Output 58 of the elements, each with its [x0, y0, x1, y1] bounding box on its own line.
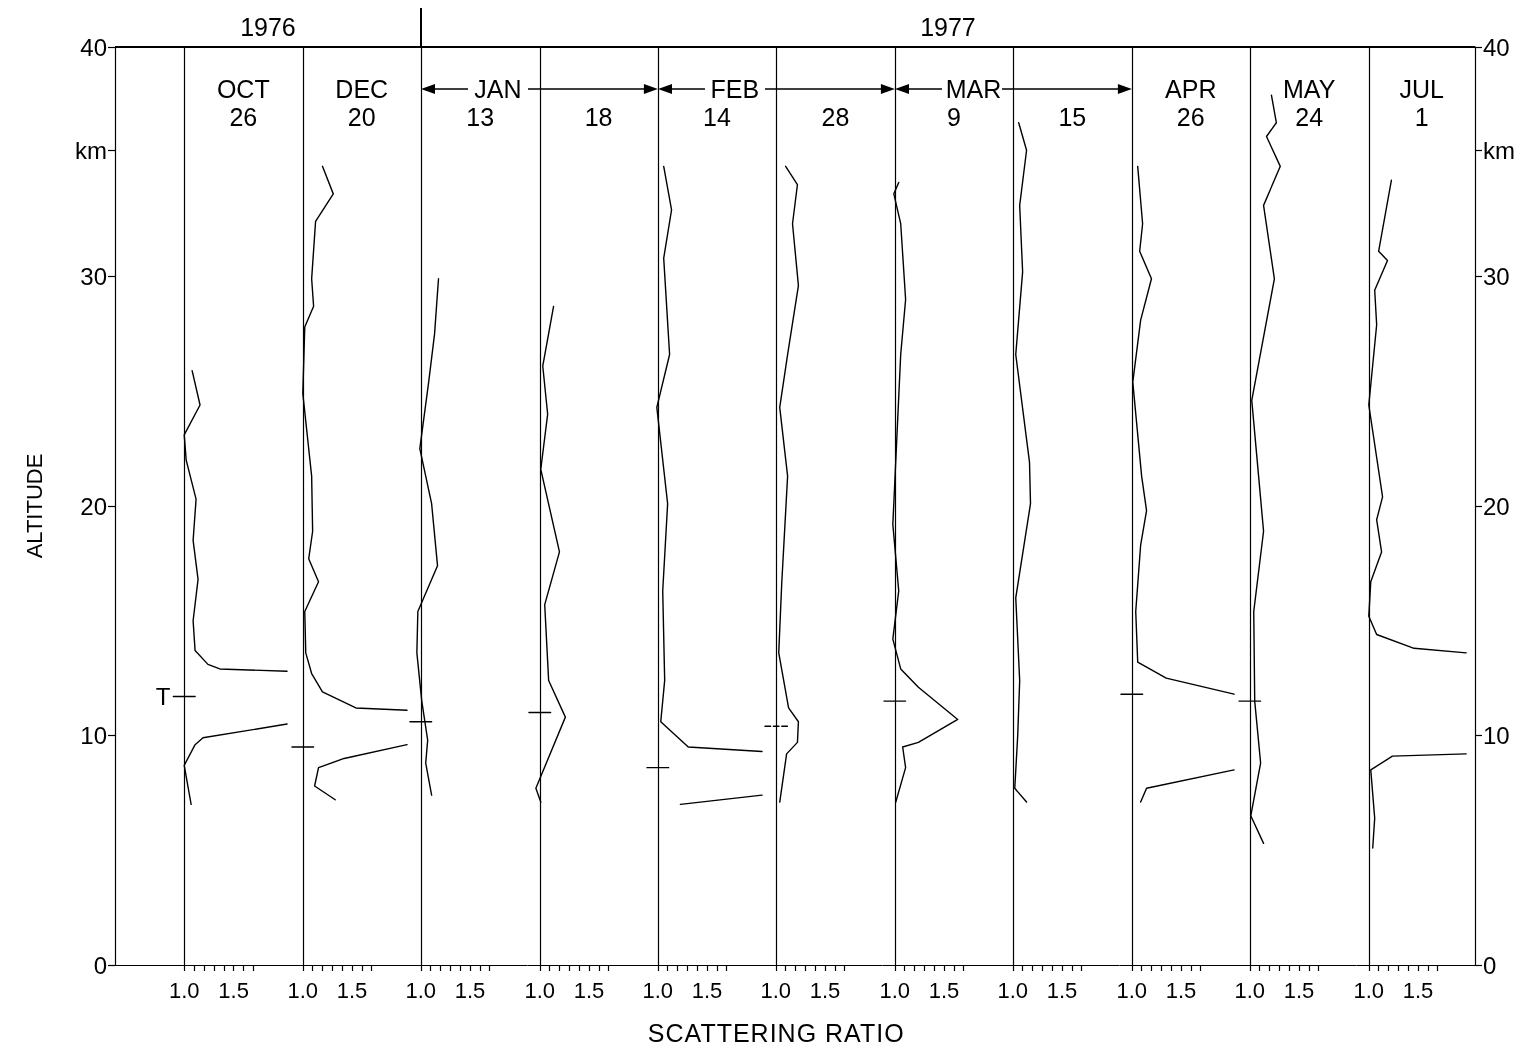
y-tick-label: 0	[93, 951, 107, 979]
y2-tick-label: 10	[1482, 722, 1510, 749]
x-tick-label: 1.0	[1353, 977, 1384, 1003]
y-tick-label: 40	[80, 33, 107, 61]
x-tick-label: 1.5	[454, 977, 486, 1003]
text: 1976	[239, 13, 297, 41]
text: 1	[1413, 103, 1430, 131]
x-axis-title: SCATTERING RATIO	[646, 1019, 906, 1047]
x-tick-label: 1.0	[1234, 977, 1266, 1003]
text: 14	[702, 103, 732, 131]
y-axis-title: ALTITUDE	[21, 453, 47, 559]
annotation: T	[155, 682, 171, 710]
text: 28	[820, 103, 851, 131]
text: 26	[228, 103, 259, 131]
text: JUL	[1398, 75, 1445, 103]
x-tick-label: 1.5	[573, 977, 604, 1003]
y-tick-label: 10	[80, 722, 107, 749]
x-tick-label: 1.5	[1046, 977, 1078, 1003]
y-tick-label: km	[75, 136, 107, 164]
text: 18	[583, 103, 614, 131]
x-tick-label: 1.0	[997, 977, 1029, 1003]
text: DEC	[334, 75, 390, 103]
x-tick-label: 1.5	[336, 977, 367, 1003]
text: 1977	[919, 13, 977, 41]
y2-tick-label: 0	[1482, 951, 1496, 979]
x-tick-label: 1.5	[691, 977, 723, 1003]
x-tick-label: 1.0	[879, 977, 910, 1003]
y2-tick-label: 20	[1482, 492, 1510, 520]
x-tick-label: 1.5	[810, 977, 841, 1003]
y2-tick-label: 30	[1482, 263, 1510, 290]
text: JAN	[473, 75, 523, 103]
x-tick-label: 1.0	[760, 977, 792, 1003]
text: 26	[1175, 103, 1206, 131]
text: 13	[465, 103, 496, 131]
y2-tick-label: km	[1482, 136, 1515, 164]
x-tick-label: 1.0	[168, 977, 200, 1003]
x-tick-label: 1.0	[642, 977, 674, 1003]
text: 15	[1057, 103, 1088, 131]
y-tick-label: 30	[80, 263, 107, 290]
x-tick-label: 1.5	[1402, 977, 1433, 1003]
y-tick-label: 20	[80, 492, 107, 520]
text: 20	[346, 103, 377, 131]
text: MAY	[1282, 75, 1337, 103]
text: OCT	[215, 75, 271, 103]
x-tick-label: 1.0	[405, 977, 437, 1003]
x-tick-label: 1.0	[287, 977, 318, 1003]
x-tick-label: 1.5	[928, 977, 960, 1003]
text: 24	[1294, 103, 1325, 131]
text: MAR	[945, 75, 1002, 103]
text: APR	[1164, 75, 1218, 103]
x-tick-label: 1.0	[1116, 977, 1147, 1003]
y2-tick-label: 40	[1482, 33, 1510, 61]
text: 9	[945, 103, 962, 131]
x-tick-label: 1.5	[218, 977, 249, 1003]
x-tick-label: 1.0	[524, 977, 555, 1003]
x-tick-label: 1.5	[1283, 977, 1315, 1003]
text: FEB	[709, 75, 761, 103]
x-tick-label: 1.5	[1165, 977, 1196, 1003]
